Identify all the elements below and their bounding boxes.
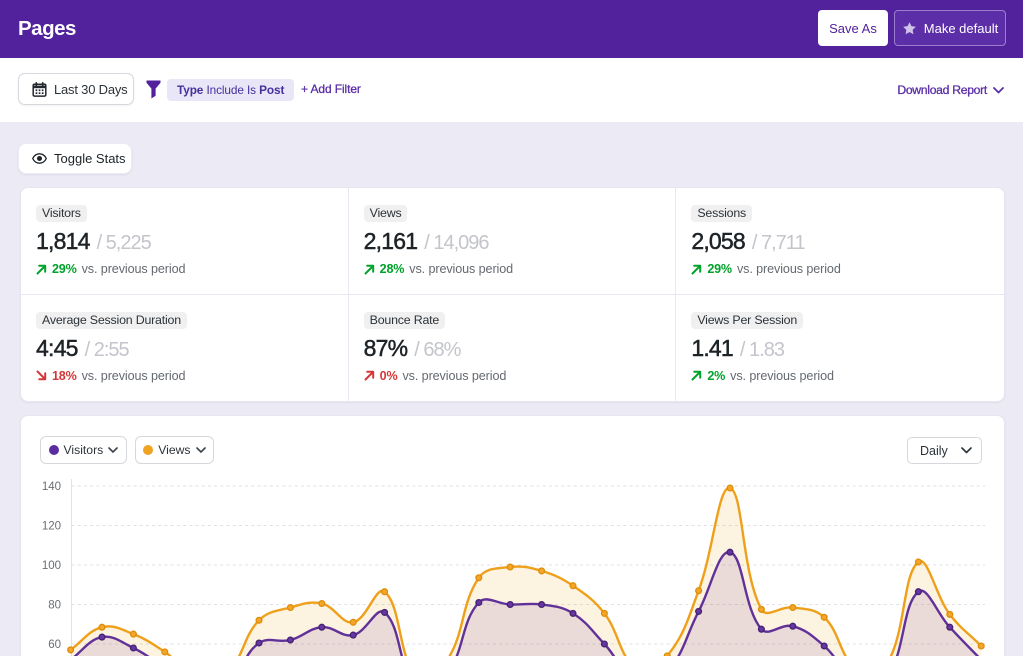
svg-text:140: 140 <box>42 481 61 493</box>
svg-text:60: 60 <box>48 639 61 651</box>
svg-text:80: 80 <box>48 600 61 612</box>
svg-text:100: 100 <box>42 560 61 572</box>
svg-text:120: 120 <box>42 521 61 533</box>
